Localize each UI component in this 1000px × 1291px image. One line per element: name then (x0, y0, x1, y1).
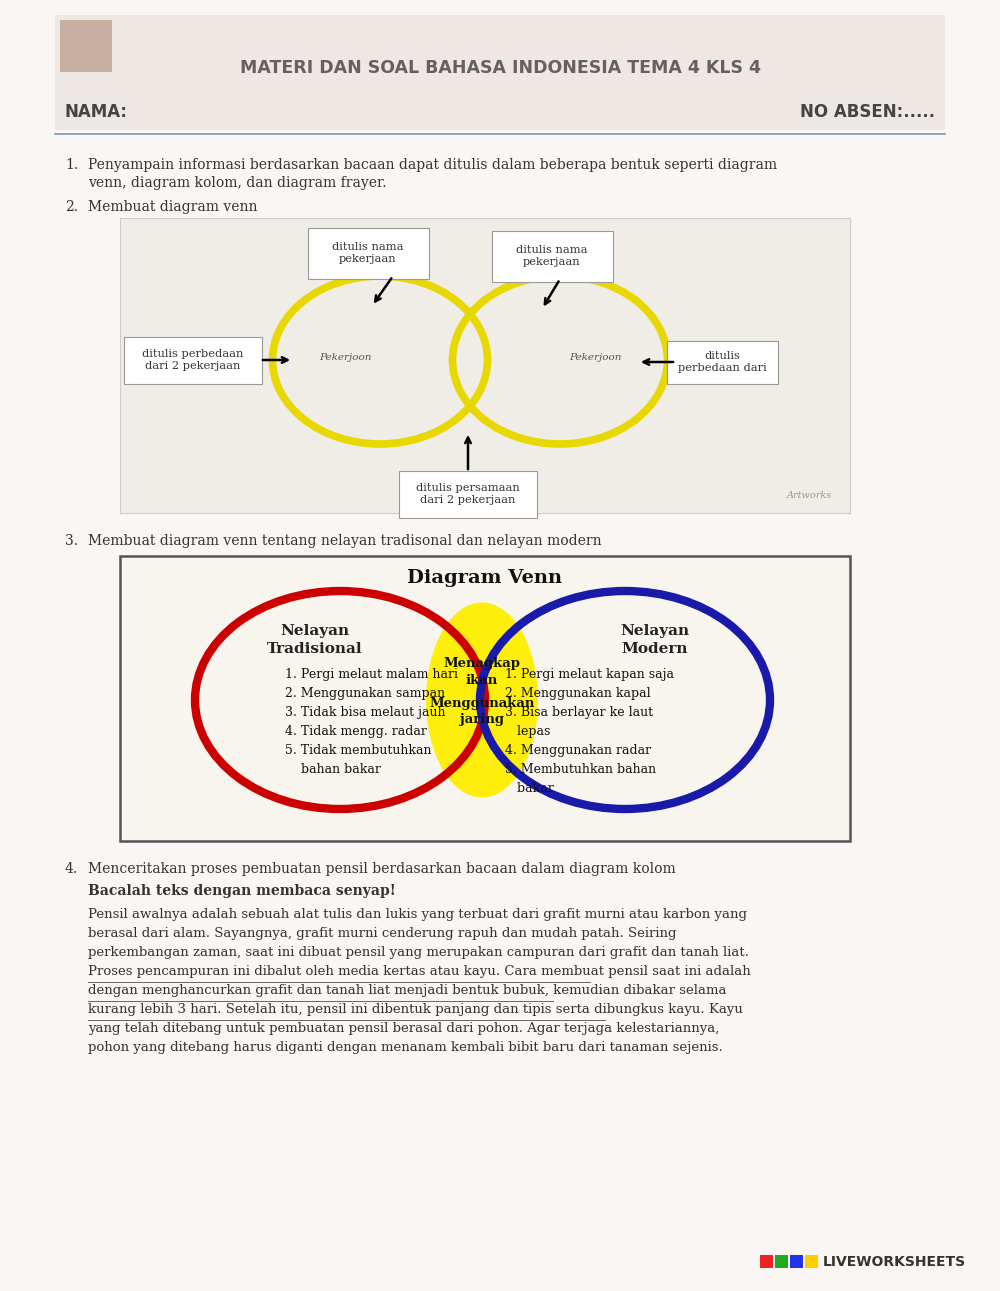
FancyBboxPatch shape (399, 470, 537, 518)
Text: Penyampain informasi berdasarkan bacaan dapat ditulis dalam beberapa bentuk sepe: Penyampain informasi berdasarkan bacaan … (88, 158, 777, 172)
Text: venn, diagram kolom, dan diagram frayer.: venn, diagram kolom, dan diagram frayer. (88, 176, 386, 190)
Text: Artworks: Artworks (787, 491, 832, 500)
Text: NO ABSEN:.....: NO ABSEN:..... (800, 103, 935, 121)
FancyBboxPatch shape (790, 1255, 803, 1268)
Text: 4. Tidak mengg. radar: 4. Tidak mengg. radar (285, 726, 427, 738)
Text: ditulis persamaan
dari 2 pekerjaan: ditulis persamaan dari 2 pekerjaan (416, 483, 520, 505)
Text: ditulis
perbedaan dari: ditulis perbedaan dari (678, 351, 766, 373)
Text: 2.: 2. (65, 200, 78, 214)
FancyBboxPatch shape (120, 218, 850, 513)
Text: 1.: 1. (65, 158, 78, 172)
Text: LIVEWORKSHEETS: LIVEWORKSHEETS (823, 1255, 966, 1269)
Text: 2. Menggunakan sampan: 2. Menggunakan sampan (285, 687, 445, 700)
Text: 4. Menggunakan radar: 4. Menggunakan radar (505, 744, 651, 757)
Text: yang telah ditebang untuk pembuatan pensil berasal dari pohon. Agar terjaga kele: yang telah ditebang untuk pembuatan pens… (88, 1022, 719, 1035)
FancyBboxPatch shape (308, 227, 428, 279)
Text: Membuat diagram venn tentang nelayan tradisonal dan nelayan modern: Membuat diagram venn tentang nelayan tra… (88, 534, 602, 547)
FancyBboxPatch shape (805, 1255, 818, 1268)
Text: lepas: lepas (505, 726, 550, 738)
Text: bahan bakar: bahan bakar (285, 763, 381, 776)
Text: 5. Membutuhkan bahan: 5. Membutuhkan bahan (505, 763, 656, 776)
FancyBboxPatch shape (760, 1255, 773, 1268)
Text: ditulis nama
pekerjaan: ditulis nama pekerjaan (332, 241, 404, 265)
Text: berasal dari alam. Sayangnya, grafit murni cenderung rapuh dan mudah patah. Seir: berasal dari alam. Sayangnya, grafit mur… (88, 927, 676, 940)
Text: Menceritakan proses pembuatan pensil berdasarkan bacaan dalam diagram kolom: Menceritakan proses pembuatan pensil ber… (88, 862, 676, 877)
Text: 1. Pergi melaut malam hari: 1. Pergi melaut malam hari (285, 667, 458, 680)
Text: 3. Tidak bisa melaut jauh: 3. Tidak bisa melaut jauh (285, 706, 446, 719)
Text: perkembangan zaman, saat ini dibuat pensil yang merupakan campuran dari grafit d: perkembangan zaman, saat ini dibuat pens… (88, 946, 749, 959)
Text: Pekerjoon: Pekerjoon (569, 352, 621, 361)
Text: 4.: 4. (65, 862, 78, 877)
Text: Nelayan
Tradisional: Nelayan Tradisional (267, 625, 363, 656)
FancyBboxPatch shape (124, 337, 262, 383)
Text: 1. Pergi melaut kapan saja: 1. Pergi melaut kapan saja (505, 667, 674, 680)
Text: Proses pencampuran ini dibalut oleh media kertas atau kayu. Cara membuat pensil : Proses pencampuran ini dibalut oleh medi… (88, 964, 751, 979)
Text: Menagkap
ikan: Menagkap ikan (444, 657, 520, 687)
Text: bakar: bakar (505, 782, 554, 795)
FancyBboxPatch shape (775, 1255, 788, 1268)
Text: ditulis perbedaan
dari 2 pekerjaan: ditulis perbedaan dari 2 pekerjaan (142, 349, 244, 372)
Text: NAMA:: NAMA: (65, 103, 128, 121)
Text: Menggunakan
jaring: Menggunakan jaring (429, 697, 535, 727)
Text: Diagram Venn: Diagram Venn (407, 569, 563, 587)
FancyBboxPatch shape (492, 231, 612, 281)
Text: pohon yang ditebang harus diganti dengan menanam kembali bibit baru dari tanaman: pohon yang ditebang harus diganti dengan… (88, 1041, 723, 1053)
Text: Pekerjoon: Pekerjoon (319, 352, 371, 361)
Ellipse shape (426, 603, 538, 798)
Text: 2. Menggunakan kapal: 2. Menggunakan kapal (505, 687, 651, 700)
Text: Membuat diagram venn: Membuat diagram venn (88, 200, 258, 214)
Text: dengan menghancurkan grafit dan tanah liat menjadi bentuk bubuk, kemudian dibaka: dengan menghancurkan grafit dan tanah li… (88, 984, 726, 997)
FancyBboxPatch shape (120, 556, 850, 840)
FancyBboxPatch shape (666, 341, 778, 383)
Text: MATERI DAN SOAL BAHASA INDONESIA TEMA 4 KLS 4: MATERI DAN SOAL BAHASA INDONESIA TEMA 4 … (240, 59, 761, 77)
Text: Bacalah teks dengan membaca senyap!: Bacalah teks dengan membaca senyap! (88, 884, 396, 899)
Text: kurang lebih 3 hari. Setelah itu, pensil ini dibentuk panjang dan tipis serta di: kurang lebih 3 hari. Setelah itu, pensil… (88, 1003, 743, 1016)
Text: 5. Tidak membutuhkan: 5. Tidak membutuhkan (285, 744, 432, 757)
Text: 3.: 3. (65, 534, 78, 547)
FancyBboxPatch shape (55, 15, 945, 130)
Text: Nelayan
Modern: Nelayan Modern (620, 625, 690, 656)
Text: ditulis nama
pekerjaan: ditulis nama pekerjaan (516, 245, 588, 267)
Text: Pensil awalnya adalah sebuah alat tulis dan lukis yang terbuat dari grafit murni: Pensil awalnya adalah sebuah alat tulis … (88, 908, 747, 920)
Text: 3. Bisa berlayar ke laut: 3. Bisa berlayar ke laut (505, 706, 653, 719)
FancyBboxPatch shape (60, 19, 112, 72)
